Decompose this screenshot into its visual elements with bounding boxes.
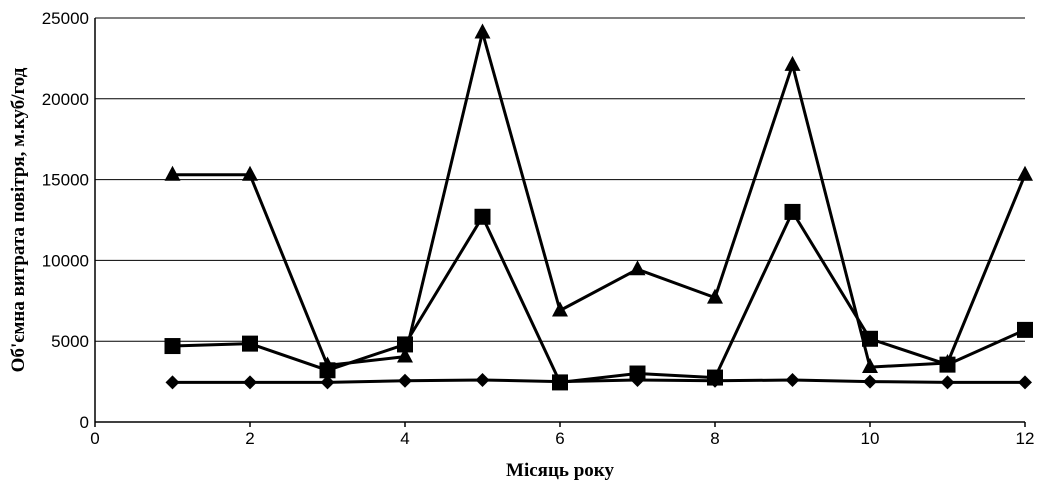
data-point-square <box>1017 321 1033 338</box>
data-point-square <box>862 330 878 347</box>
y-tick-label: 0 <box>80 413 89 432</box>
y-axis-title: Об'ємна витрата повітря, м.куб/год <box>8 67 29 372</box>
data-point-square <box>552 374 568 391</box>
data-point-diamond <box>165 375 180 390</box>
data-point-diamond <box>398 373 412 388</box>
data-point-square <box>164 338 181 355</box>
x-tick-label: 12 <box>1016 429 1035 448</box>
x-tick-labels: 0 2 4 6 8 10 12 <box>90 429 1034 448</box>
data-point-square <box>474 208 491 225</box>
data-point-square <box>629 365 646 382</box>
data-point-diamond <box>320 375 335 390</box>
data-series <box>164 23 1033 391</box>
data-point-diamond <box>940 375 955 390</box>
data-point-triangle <box>474 23 491 39</box>
x-tick-label: 6 <box>555 429 564 448</box>
x-axis-title: Місяць року <box>506 460 614 481</box>
data-point-triangle <box>629 260 646 276</box>
axes <box>94 18 1026 427</box>
series-line-diamond <box>172 378 1025 384</box>
data-point-triangle <box>242 165 258 181</box>
y-tick-label: 25000 <box>42 9 89 28</box>
data-point-diamond <box>475 372 490 387</box>
y-tick-label: 15000 <box>42 171 89 190</box>
data-point-square <box>784 203 801 220</box>
x-tick-label: 0 <box>90 429 99 448</box>
x-tick-label: 10 <box>861 429 880 448</box>
y-tick-label: 5000 <box>51 332 89 351</box>
series-line-square <box>172 210 1026 384</box>
data-point-triangle <box>552 301 568 317</box>
data-point-triangle <box>939 354 956 370</box>
data-point-diamond <box>785 372 800 387</box>
grid-lines <box>95 17 1025 342</box>
data-point-diamond <box>863 374 877 389</box>
series-line-triangle <box>172 31 1027 369</box>
x-tick-label: 2 <box>245 429 254 448</box>
data-point-triangle <box>319 356 336 372</box>
data-point-diamond <box>243 375 257 390</box>
x-tick-label: 8 <box>710 429 719 448</box>
y-tick-label: 20000 <box>42 90 89 109</box>
data-point-triangle <box>784 55 801 71</box>
y-tick-labels: 0 5000 10000 15000 20000 25000 <box>42 9 89 432</box>
data-point-triangle <box>862 358 878 374</box>
data-point-diamond <box>1018 375 1032 390</box>
data-point-triangle <box>397 347 413 363</box>
data-point-triangle <box>164 165 181 181</box>
y-tick-label: 10000 <box>42 251 89 270</box>
x-tick-label: 4 <box>400 429 409 448</box>
data-point-triangle <box>707 288 723 304</box>
data-point-square <box>242 335 258 352</box>
data-point-square <box>707 369 723 386</box>
data-point-triangle <box>1017 165 1033 181</box>
